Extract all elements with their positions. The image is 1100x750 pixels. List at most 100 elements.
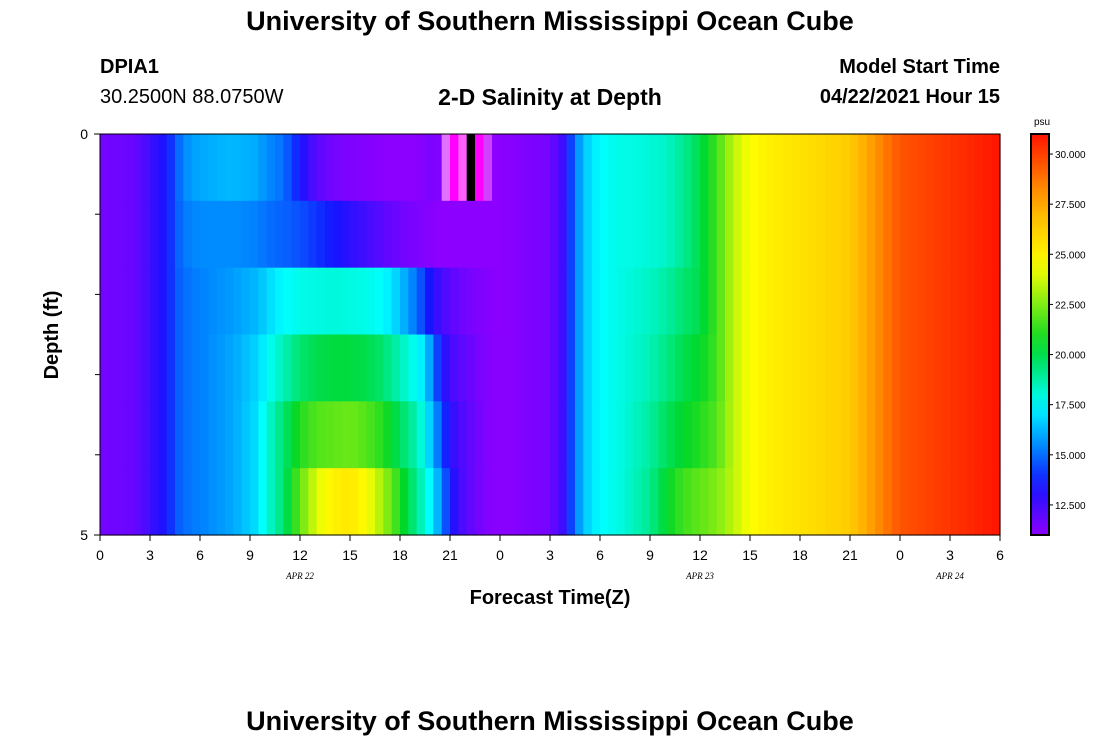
- heatmap-cell: [450, 468, 459, 536]
- heatmap-cell: [808, 200, 818, 269]
- heatmap-cell: [991, 334, 1001, 402]
- x-tick-label: 12: [292, 547, 308, 563]
- heatmap-cell: [566, 267, 576, 336]
- heatmap-cell: [375, 334, 384, 402]
- heatmap-cell: [866, 200, 876, 269]
- heatmap-cell: [375, 468, 384, 536]
- heatmap-cell: [908, 134, 918, 202]
- heatmap-cell: [833, 200, 843, 269]
- heatmap-cell: [316, 468, 326, 536]
- heatmap-cell: [333, 468, 343, 536]
- heatmap-cell: [783, 334, 793, 402]
- heatmap-anomaly-cell: [450, 134, 459, 201]
- heatmap-cell: [450, 200, 459, 269]
- heatmap-cell: [500, 401, 509, 469]
- heatmap-cell: [475, 200, 484, 269]
- x-tick-label: 9: [246, 547, 254, 563]
- heatmap-cell: [808, 401, 818, 469]
- heatmap-cell: [550, 401, 559, 469]
- heatmap-cell: [633, 200, 643, 269]
- heatmap-cell: [675, 334, 684, 402]
- heatmap-cell: [916, 267, 926, 336]
- heatmap-cell: [225, 134, 234, 202]
- heatmap-cell: [233, 334, 243, 402]
- heatmap-cell: [441, 267, 451, 336]
- heatmap-cell: [691, 468, 701, 536]
- heatmap-cell: [666, 468, 676, 536]
- heatmap-cell: [408, 267, 418, 336]
- heatmap-cell: [233, 468, 243, 536]
- heatmap-cell: [975, 200, 984, 269]
- heatmap-cell: [566, 200, 576, 269]
- heatmap-cell: [316, 401, 326, 469]
- heatmap-cell: [466, 267, 476, 336]
- heatmap-cell: [183, 267, 193, 336]
- heatmap-cell: [633, 401, 643, 469]
- heatmap-cell: [316, 267, 326, 336]
- heatmap-cell: [108, 468, 118, 536]
- heatmap-cell: [433, 267, 443, 336]
- heatmap-cell: [541, 334, 551, 402]
- heatmap-cell: [541, 468, 551, 536]
- heatmap-cell: [275, 334, 284, 402]
- heatmap-cell: [333, 134, 343, 202]
- heatmap-cell: [391, 468, 401, 536]
- heatmap-cell: [441, 401, 451, 469]
- heatmap-cell: [583, 200, 593, 269]
- heatmap-cell: [408, 134, 418, 202]
- heatmap-cell: [800, 200, 809, 269]
- heatmap-cell: [183, 468, 193, 536]
- heatmap-cell: [383, 267, 393, 336]
- heatmap-cell: [491, 334, 501, 402]
- heatmap-cell: [158, 334, 168, 402]
- heatmap-cell: [700, 267, 709, 336]
- heatmap-cell: [891, 267, 901, 336]
- heatmap-cell: [275, 468, 284, 536]
- heatmap-cell: [200, 334, 209, 402]
- x-tick-label: 6: [196, 547, 204, 563]
- heatmap-cell: [433, 334, 443, 402]
- heatmap-cell: [266, 401, 276, 469]
- heatmap-cell: [216, 200, 226, 269]
- heatmap-cell: [883, 267, 893, 336]
- heatmap-cell: [208, 267, 218, 336]
- heatmap-cell: [975, 334, 984, 402]
- heatmap-cell: [550, 134, 559, 202]
- heatmap-cell: [341, 401, 351, 469]
- heatmap-cell: [433, 401, 443, 469]
- heatmap-cell: [875, 334, 884, 402]
- heatmap-cell: [366, 200, 376, 269]
- heatmap-cell: [675, 401, 684, 469]
- heatmap-cell: [450, 401, 459, 469]
- heatmap-cell: [508, 334, 518, 402]
- heatmap-cell: [233, 134, 243, 202]
- heatmap-cell: [150, 134, 159, 202]
- heatmap-cell: [458, 401, 468, 469]
- heatmap-cell: [658, 267, 668, 336]
- heatmap-cell: [941, 267, 951, 336]
- heatmap-cell: [200, 267, 209, 336]
- heatmap-cell: [200, 134, 209, 202]
- heatmap-cell: [650, 401, 659, 469]
- heatmap-cell: [583, 267, 593, 336]
- heatmap-cell: [341, 468, 351, 536]
- heatmap-cell: [475, 334, 484, 402]
- heatmap-cell: [791, 401, 801, 469]
- heatmap-cell: [266, 334, 276, 402]
- heatmap-cell: [275, 200, 284, 269]
- heatmap-cell: [908, 468, 918, 536]
- heatmap-cell: [216, 134, 226, 202]
- heatmap-cell: [391, 134, 401, 202]
- heatmap-cell: [650, 267, 659, 336]
- heatmap-cell: [891, 134, 901, 202]
- heatmap-cell: [866, 401, 876, 469]
- heatmap-cell: [366, 468, 376, 536]
- heatmap-cell: [608, 267, 618, 336]
- heatmap-cell: [950, 134, 959, 202]
- heatmap-cell: [841, 267, 851, 336]
- y-axis-label: Depth (ft): [41, 291, 63, 380]
- heatmap-cell: [825, 468, 834, 536]
- heatmap-cell: [350, 468, 359, 536]
- heatmap-cell: [125, 200, 134, 269]
- heatmap-cell: [433, 468, 443, 536]
